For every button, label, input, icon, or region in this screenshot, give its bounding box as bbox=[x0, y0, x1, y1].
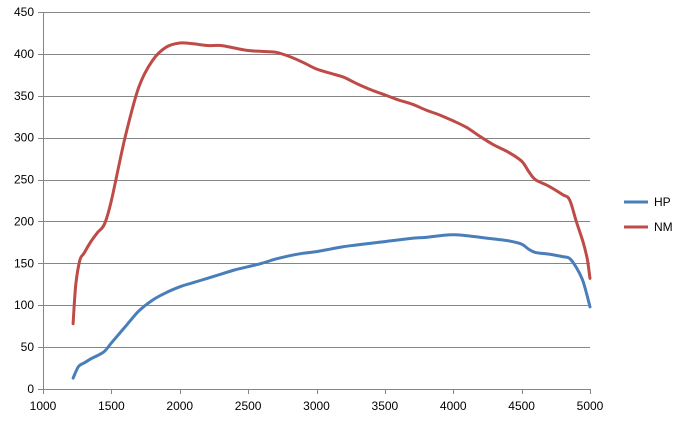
series-layer bbox=[71, 41, 592, 380]
legend: HP NM bbox=[624, 195, 673, 234]
series-line-nm bbox=[71, 41, 592, 326]
grid-layer bbox=[43, 12, 590, 348]
x-tick-label: 2500 bbox=[235, 399, 262, 413]
legend-label-hp: HP bbox=[654, 195, 671, 209]
y-tick-label: 450 bbox=[14, 5, 34, 19]
y-tick-label: 350 bbox=[14, 89, 34, 103]
x-tick-label: 1500 bbox=[98, 399, 125, 413]
x-tick-label: 4000 bbox=[440, 399, 467, 413]
series-line-hp bbox=[71, 233, 592, 380]
y-tick-label: 150 bbox=[14, 256, 34, 270]
y-tick-label: 300 bbox=[14, 131, 34, 145]
x-tick-label: 4500 bbox=[508, 399, 535, 413]
axis-layer: 0 50 100 150 200 250 300 350 400 450 1000 1500 2000 2… bbox=[14, 5, 604, 413]
x-tick-label: 3000 bbox=[303, 399, 330, 413]
y-tick-label: 250 bbox=[14, 173, 34, 187]
x-tick-label: 2000 bbox=[166, 399, 193, 413]
x-tick-label: 3500 bbox=[372, 399, 399, 413]
x-tick-label: 1000 bbox=[30, 399, 57, 413]
y-tick-label: 200 bbox=[14, 214, 34, 228]
x-tick-label: 5000 bbox=[577, 399, 604, 413]
y-tick-label: 50 bbox=[21, 340, 35, 354]
y-tick-label: 0 bbox=[27, 382, 34, 396]
y-tick-label: 400 bbox=[14, 47, 34, 61]
legend-label-nm: NM bbox=[654, 220, 673, 234]
y-tick-label: 100 bbox=[14, 298, 34, 312]
